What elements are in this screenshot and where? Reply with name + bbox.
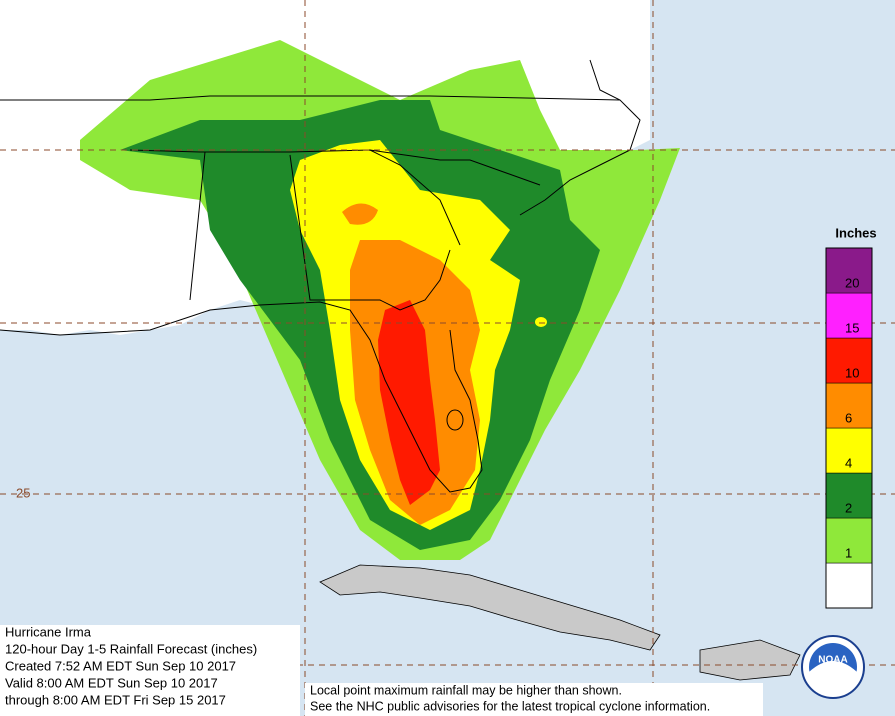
legend-label: 20 (845, 275, 859, 290)
rainfall-area (378, 300, 440, 505)
hispaniola (699, 639, 801, 681)
legend-swatch (825, 472, 873, 519)
rainfall-area (535, 317, 547, 327)
legend-label: 4 (845, 455, 852, 470)
info-line: Hurricane Irma (5, 624, 92, 639)
logo-text: NOAA (818, 655, 847, 666)
legend-label: 10 (845, 365, 859, 380)
legend-label: 15 (845, 320, 859, 335)
note: Local point maximum rainfall may be high… (310, 683, 622, 697)
info-line: Valid 8:00 AM EDT Sun Sep 10 2017 (5, 675, 218, 690)
legend-label: 2 (845, 500, 852, 515)
legend-swatch (825, 562, 873, 609)
info-line: 120-hour Day 1-5 Rainfall Forecast (inch… (5, 641, 257, 656)
logo-wave (809, 661, 857, 696)
legend-swatch (825, 427, 873, 474)
legend: Inches 1 2 4 6 10 15 20 (825, 225, 877, 609)
rainfall-area (342, 203, 378, 225)
legend-frame (825, 247, 873, 609)
legend-title: Inches (835, 225, 876, 240)
legend-swatch (825, 517, 873, 564)
legend-label: 1 (845, 545, 852, 560)
legend-label: 6 (845, 410, 852, 425)
legend-swatch (825, 337, 873, 384)
legend-swatch (825, 382, 873, 429)
info-box (0, 625, 300, 716)
notes-box (305, 683, 763, 716)
noaa-logo: NOAA (801, 635, 865, 699)
info-line: through 8:00 AM EDT Fri Sep 15 2017 (5, 692, 226, 707)
grid-label: 25 (16, 485, 30, 500)
info-line: Created 7:52 AM EDT Sun Sep 10 2017 (5, 658, 236, 673)
legend-swatch (825, 247, 873, 294)
info-text: Hurricane Irma 120-hour Day 1-5 Rainfall… (5, 624, 257, 707)
legend-swatch (825, 292, 873, 339)
cuba (319, 564, 661, 651)
boundaries (0, 59, 641, 493)
note: See the NHC public advisories for the la… (310, 699, 710, 713)
